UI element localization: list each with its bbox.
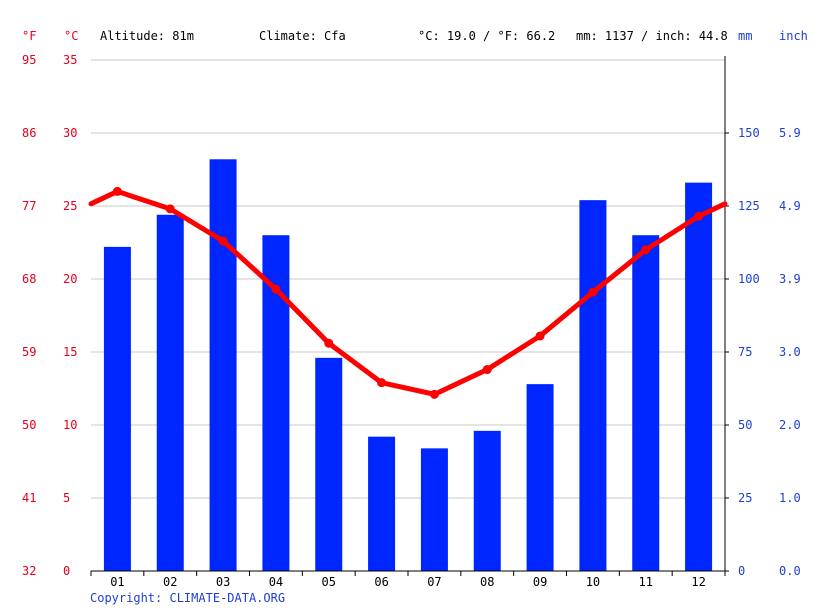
avg-temperature-label: °C: 19.0 / °F: 66.2 [418,29,555,43]
climate-label: Climate: Cfa [259,29,346,43]
temperature-point [218,236,228,246]
month-label: 11 [639,575,653,589]
celsius-tick-label: 20 [63,272,77,286]
inch-unit-label: inch [779,29,808,43]
celsius-tick-label: 10 [63,418,77,432]
temperature-point [271,284,281,294]
inch-tick-label: 3.9 [779,272,801,286]
mm-tick-label: 150 [738,126,760,140]
month-label: 01 [110,575,124,589]
temperature-point [588,287,598,297]
fahrenheit-tick-label: 59 [22,345,36,359]
mm-tick-label: 75 [738,345,752,359]
precipitation-bar [685,182,713,571]
precipitation-bar [420,448,448,571]
temperature-point [429,389,439,399]
fahrenheit-tick-label: 41 [22,491,36,505]
temperature-point [482,365,492,375]
mm-tick-label: 50 [738,418,752,432]
altitude-label: Altitude: 81m [100,29,194,43]
celsius-tick-label: 5 [63,491,70,505]
copyright-label: Copyright: CLIMATE-DATA.ORG [90,591,286,605]
month-label: 05 [322,575,336,589]
precipitation-bar [473,430,501,571]
mm-tick-label: 0 [738,564,745,578]
precipitation-bar [156,214,184,571]
axes [90,56,729,576]
month-label: 02 [163,575,177,589]
fahrenheit-tick-label: 77 [22,199,36,213]
precipitation-bar [579,200,607,571]
month-label: 12 [691,575,705,589]
precipitation-bar [209,159,237,571]
precipitation-bar [103,246,131,571]
inch-tick-label: 0.0 [779,564,801,578]
month-label: 10 [586,575,600,589]
fahrenheit-tick-label: 50 [22,418,36,432]
precipitation-bars [103,159,713,571]
temperature-point [165,204,175,214]
month-label: 08 [480,575,494,589]
fahrenheit-unit-label: °F [22,29,36,43]
mm-tick-label: 100 [738,272,760,286]
inch-tick-label: 5.9 [779,126,801,140]
precipitation-bar [632,235,660,571]
fahrenheit-tick-label: 86 [22,126,36,140]
temperature-point [694,211,704,221]
inch-tick-label: 4.9 [779,199,801,213]
month-label: 03 [216,575,230,589]
temperature-point [641,245,651,255]
celsius-tick-label: 0 [63,564,70,578]
month-label: 04 [269,575,283,589]
temperature-point [377,378,387,388]
celsius-tick-label: 25 [63,199,77,213]
temperature-point [112,186,122,196]
total-precipitation-label: mm: 1137 / inch: 44.8 [576,29,728,43]
temperature-point [535,331,545,341]
month-label: 09 [533,575,547,589]
precipitation-bar [315,357,343,571]
mm-tick-label: 25 [738,491,752,505]
inch-tick-label: 3.0 [779,345,801,359]
inch-tick-label: 2.0 [779,418,801,432]
fahrenheit-tick-label: 95 [22,53,36,67]
precipitation-bar [526,384,554,571]
celsius-tick-label: 15 [63,345,77,359]
month-label: 06 [374,575,388,589]
grid-lines [91,59,725,499]
inch-tick-label: 1.0 [779,491,801,505]
fahrenheit-tick-label: 32 [22,564,36,578]
celsius-tick-label: 35 [63,53,77,67]
celsius-tick-label: 30 [63,126,77,140]
tick-labels: 32 0 41 5 50 10 59 15 68 20 77 25 86 30 95 35 0 0.0 25 1.0 5… [22,53,801,589]
fahrenheit-tick-label: 68 [22,272,36,286]
precipitation-bar [368,436,396,571]
mm-tick-label: 125 [738,199,760,213]
month-label: 07 [427,575,441,589]
celsius-unit-label: °C [64,29,78,43]
temperature-point [324,338,334,348]
temperature-line [88,186,728,399]
temperature-line-path [88,188,728,397]
mm-unit-label: mm [738,29,752,43]
